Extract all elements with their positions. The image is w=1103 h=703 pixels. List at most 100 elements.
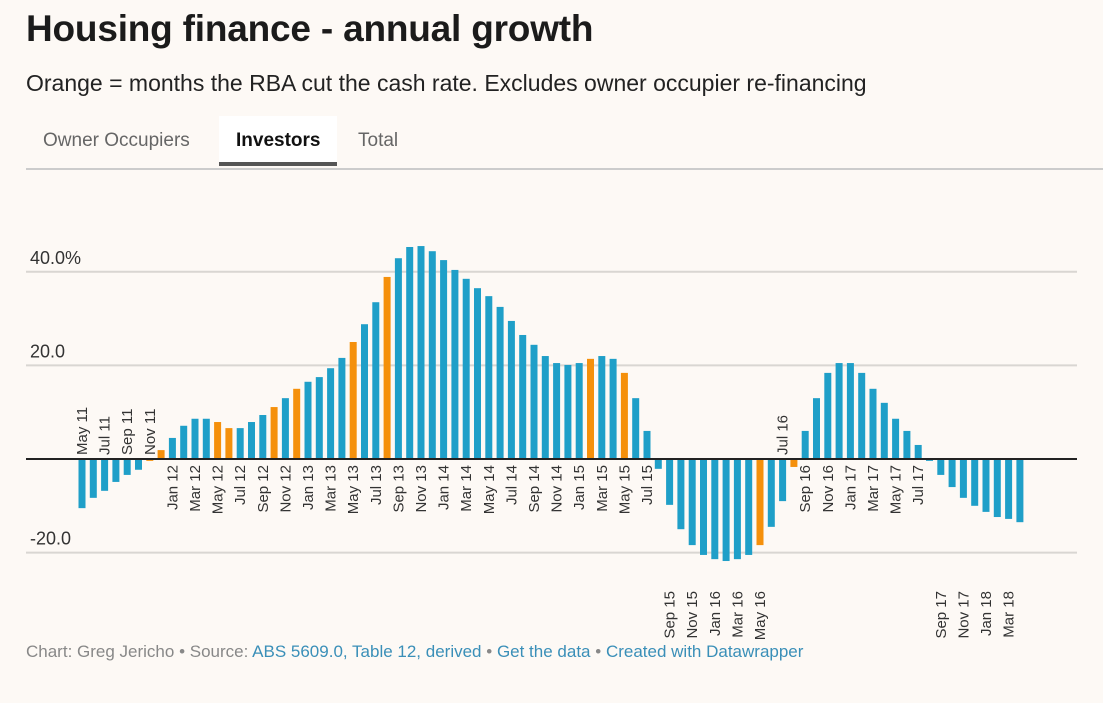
bar [813, 398, 820, 459]
bar [440, 260, 448, 459]
bar [462, 278, 470, 459]
x-tick-label: Nov 16 [820, 465, 837, 513]
bar [598, 356, 606, 459]
bar [541, 356, 549, 459]
bar [236, 428, 244, 459]
bar [846, 363, 854, 459]
bar [892, 418, 900, 459]
bar [474, 288, 481, 459]
x-tick-label: Jul 16 [775, 415, 792, 455]
bar [971, 459, 979, 506]
x-tick-label: Nov 13 [413, 465, 430, 513]
x-tick-label: Mar 13 [323, 465, 340, 512]
footer-separator: • [179, 642, 186, 661]
bar [372, 302, 380, 459]
bar [349, 342, 357, 459]
bar [948, 459, 956, 488]
bar [530, 344, 538, 459]
x-tick-label: Nov 11 [142, 409, 159, 455]
bar [903, 430, 911, 459]
x-tick-label: Nov 14 [549, 465, 566, 513]
bar [485, 296, 493, 459]
bar [168, 437, 176, 459]
bar [383, 276, 391, 459]
bar [858, 372, 866, 459]
bar [575, 363, 583, 459]
bar [790, 459, 798, 467]
bar-chart: 40.0% 20.0 -20.0 May 11 Jul 11 Sep 11 Nov 11 Ja… [26, 246, 1077, 640]
x-tick-label: Mar 18 [1001, 591, 1018, 638]
x-tick-label: Nov 15 [684, 591, 701, 639]
bar [281, 398, 289, 459]
x-tick-label: Jan 17 [842, 465, 859, 510]
y-tick-label: 20.0 [30, 341, 65, 361]
bar [361, 324, 368, 459]
bar [767, 459, 775, 527]
bar [259, 415, 267, 459]
x-tick-label: Mar 15 [594, 465, 611, 512]
bar [609, 358, 617, 459]
bar [293, 388, 301, 459]
bar [654, 459, 662, 469]
bar [135, 459, 142, 470]
get-data-link[interactable]: Get the data [496, 642, 591, 661]
bar [722, 459, 730, 562]
bar [304, 381, 312, 459]
bar [564, 364, 572, 459]
bar [214, 422, 222, 459]
x-tick-label: Mar 17 [865, 465, 882, 512]
bar [835, 363, 843, 459]
bar [428, 251, 436, 459]
x-tick-label: Sep 12 [255, 465, 272, 513]
bar [779, 459, 787, 502]
tab-total[interactable]: Total [358, 130, 399, 151]
footer-separator: • [595, 642, 602, 661]
bar [451, 269, 459, 459]
x-tick-label: Sep 16 [797, 465, 814, 513]
source-link[interactable]: ABS 5609.0, Table 12, derived [252, 642, 482, 661]
bar [406, 246, 414, 459]
x-tick-label: Sep 17 [933, 591, 950, 639]
tab-owner-occupiers[interactable]: Owner Occupiers [43, 130, 190, 151]
bar [677, 459, 685, 530]
bar [225, 428, 233, 459]
bar [78, 459, 86, 509]
bar [711, 459, 719, 560]
bar [202, 418, 210, 459]
datawrapper-link[interactable]: Created with Datawrapper [605, 642, 804, 661]
chart-footer: Chart: Greg Jericho • Source: ABS 5609.0… [26, 642, 803, 662]
x-tick-label: Sep 14 [526, 465, 543, 513]
x-tick-label: Jan 16 [707, 591, 724, 636]
bar [937, 459, 945, 475]
chart-subtitle: Orange = months the RBA cut the cash rat… [26, 70, 867, 96]
footer-separator: • [486, 642, 493, 661]
x-tick-label: Mar 16 [729, 591, 746, 638]
x-tick-label: Sep 13 [390, 465, 407, 513]
bar [180, 425, 188, 459]
x-tick-label: Jul 17 [910, 465, 927, 505]
x-tick-label: Jul 13 [368, 465, 385, 505]
x-tick-label: May 11 [74, 407, 91, 455]
x-tick-label: Sep 15 [662, 591, 679, 639]
bar [248, 422, 255, 459]
bar [327, 368, 335, 459]
x-tick-label: Mar 14 [458, 465, 475, 512]
bar [801, 430, 809, 459]
x-tick-label: Jan 13 [300, 465, 317, 510]
bar [417, 246, 425, 459]
x-tick-label: May 12 [210, 465, 227, 514]
bar [112, 459, 120, 482]
source-label: Source: [189, 642, 249, 661]
y-tick-label: 40.0% [30, 248, 81, 268]
bar [338, 357, 346, 459]
x-tick-label: Jan 14 [436, 465, 453, 510]
bar [1016, 459, 1024, 523]
chart-credit: Chart: Greg Jericho [26, 642, 175, 661]
bar [519, 334, 527, 459]
x-tick-label: May 17 [888, 465, 905, 514]
x-tick-label: Jan 18 [978, 591, 995, 636]
tab-investors[interactable]: Investors [219, 116, 338, 166]
x-tick-label: Jul 14 [503, 465, 520, 505]
bar [666, 459, 674, 505]
bar [643, 430, 651, 459]
